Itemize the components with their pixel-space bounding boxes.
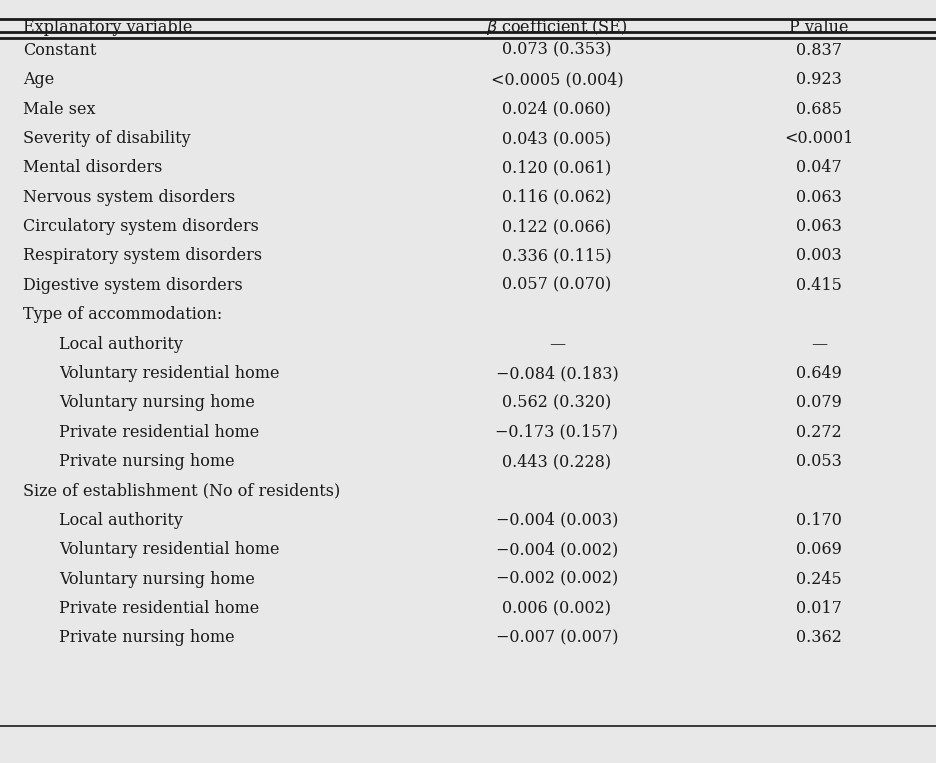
Text: Voluntary residential home: Voluntary residential home <box>59 541 280 559</box>
Text: −0.007 (0.007): −0.007 (0.007) <box>496 629 618 646</box>
Text: 0.079: 0.079 <box>796 394 842 411</box>
Text: Type of accommodation:: Type of accommodation: <box>23 306 223 324</box>
Text: 0.923: 0.923 <box>796 71 842 89</box>
Text: 0.017: 0.017 <box>796 600 842 617</box>
Text: Severity of disability: Severity of disability <box>23 130 191 147</box>
Text: Private residential home: Private residential home <box>59 423 259 441</box>
Text: 0.073 (0.353): 0.073 (0.353) <box>503 42 611 59</box>
Text: 0.170: 0.170 <box>796 512 842 529</box>
Text: Local authority: Local authority <box>59 512 183 529</box>
Text: Male sex: Male sex <box>23 101 95 118</box>
Text: 0.057 (0.070): 0.057 (0.070) <box>503 277 611 294</box>
Text: Nervous system disorders: Nervous system disorders <box>23 188 236 206</box>
Text: Respiratory system disorders: Respiratory system disorders <box>23 247 262 265</box>
Text: 0.003: 0.003 <box>797 247 841 265</box>
Text: 0.043 (0.005): 0.043 (0.005) <box>503 130 611 147</box>
Text: 0.024 (0.060): 0.024 (0.060) <box>503 101 611 118</box>
Text: —: — <box>548 336 565 353</box>
Text: Voluntary residential home: Voluntary residential home <box>59 365 280 382</box>
Text: Digestive system disorders: Digestive system disorders <box>23 277 243 294</box>
Text: −0.084 (0.183): −0.084 (0.183) <box>495 365 619 382</box>
Text: Circulatory system disorders: Circulatory system disorders <box>23 218 259 235</box>
Text: 0.443 (0.228): 0.443 (0.228) <box>503 453 611 470</box>
Text: 0.562 (0.320): 0.562 (0.320) <box>503 394 611 411</box>
Text: Local authority: Local authority <box>59 336 183 353</box>
Text: −0.004 (0.002): −0.004 (0.002) <box>496 541 618 559</box>
Text: 0.272: 0.272 <box>797 423 841 441</box>
Text: 0.837: 0.837 <box>796 42 842 59</box>
Text: 0.006 (0.002): 0.006 (0.002) <box>503 600 611 617</box>
Text: Private residential home: Private residential home <box>59 600 259 617</box>
Text: Explanatory variable: Explanatory variable <box>23 19 193 36</box>
Text: $\beta$ coefficient (SE): $\beta$ coefficient (SE) <box>486 18 628 37</box>
Text: 0.063: 0.063 <box>796 188 842 206</box>
Text: 0.415: 0.415 <box>796 277 842 294</box>
Text: Private nursing home: Private nursing home <box>59 453 235 470</box>
Text: <0.0001: <0.0001 <box>784 130 854 147</box>
Text: Size of establishment (No of residents): Size of establishment (No of residents) <box>23 482 341 500</box>
Text: 0.047: 0.047 <box>797 159 841 176</box>
Text: 0.116 (0.062): 0.116 (0.062) <box>503 188 611 206</box>
Text: 0.120 (0.061): 0.120 (0.061) <box>503 159 611 176</box>
Text: Voluntary nursing home: Voluntary nursing home <box>59 571 255 588</box>
Text: 0.245: 0.245 <box>797 571 841 588</box>
Text: Constant: Constant <box>23 42 96 59</box>
Text: 0.649: 0.649 <box>796 365 842 382</box>
Text: 0.053: 0.053 <box>796 453 842 470</box>
Text: 0.063: 0.063 <box>796 218 842 235</box>
Text: 0.336 (0.115): 0.336 (0.115) <box>502 247 612 265</box>
Text: 0.122 (0.066): 0.122 (0.066) <box>503 218 611 235</box>
Text: P value: P value <box>789 19 849 36</box>
Text: <0.0005 (0.004): <0.0005 (0.004) <box>490 71 623 89</box>
Text: Mental disorders: Mental disorders <box>23 159 163 176</box>
Text: −0.173 (0.157): −0.173 (0.157) <box>495 423 619 441</box>
Text: 0.362: 0.362 <box>796 629 842 646</box>
Text: 0.685: 0.685 <box>796 101 842 118</box>
Text: Voluntary nursing home: Voluntary nursing home <box>59 394 255 411</box>
Text: −0.002 (0.002): −0.002 (0.002) <box>496 571 618 588</box>
Text: Age: Age <box>23 71 54 89</box>
Text: —: — <box>811 336 827 353</box>
Text: −0.004 (0.003): −0.004 (0.003) <box>496 512 618 529</box>
Text: 0.069: 0.069 <box>796 541 842 559</box>
Text: Private nursing home: Private nursing home <box>59 629 235 646</box>
